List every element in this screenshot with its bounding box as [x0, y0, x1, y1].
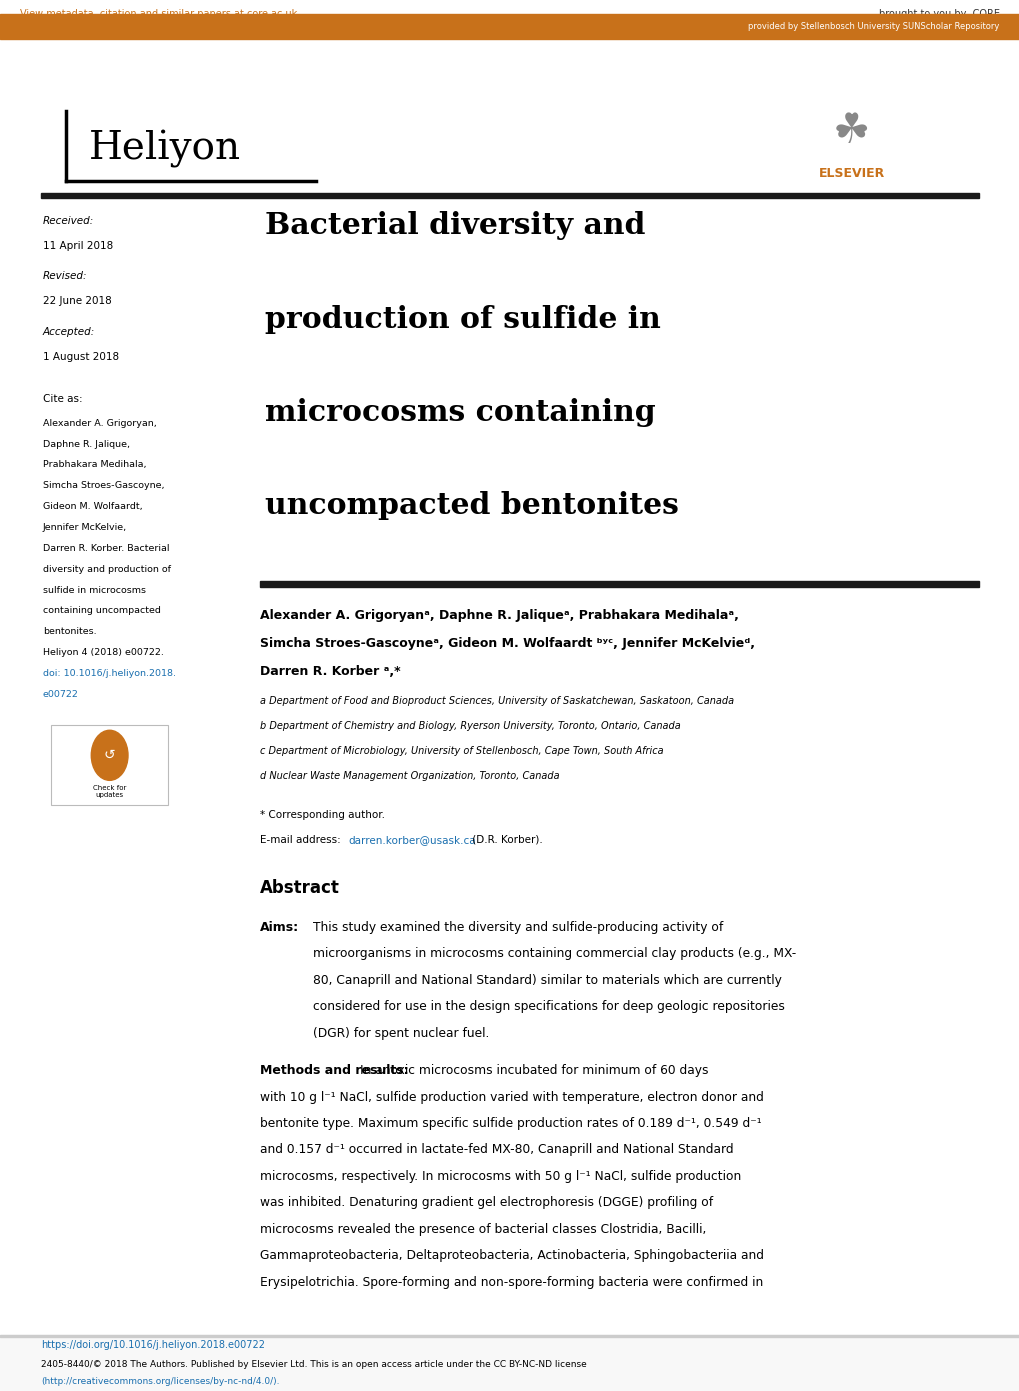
- Text: d Nuclear Waste Management Organization, Toronto, Canada: d Nuclear Waste Management Organization,…: [260, 771, 559, 780]
- Text: (http://creativecommons.org/licenses/by-nc-nd/4.0/).: (http://creativecommons.org/licenses/by-…: [41, 1377, 279, 1385]
- Text: Methods and results:: Methods and results:: [260, 1064, 409, 1077]
- Text: Check for
updates: Check for updates: [93, 785, 126, 798]
- Text: 1 August 2018: 1 August 2018: [43, 352, 119, 362]
- Text: Simcha Stroes-Gascoyne,: Simcha Stroes-Gascoyne,: [43, 481, 164, 490]
- Bar: [0, 14, 1019, 39]
- Text: provided by Stellenbosch University SUNScholar Repository: provided by Stellenbosch University SUNS…: [748, 22, 999, 31]
- Text: darren.korber@usask.ca: darren.korber@usask.ca: [348, 835, 476, 844]
- Text: Heliyon 4 (2018) e00722.: Heliyon 4 (2018) e00722.: [43, 648, 164, 657]
- Text: ☘: ☘: [833, 110, 869, 152]
- Text: b Department of Chemistry and Biology, Ryerson University, Toronto, Ontario, Can: b Department of Chemistry and Biology, R…: [260, 721, 681, 730]
- Text: Revised:: Revised:: [43, 271, 88, 281]
- Text: Gideon M. Wolfaardt,: Gideon M. Wolfaardt,: [43, 502, 143, 510]
- Text: ELSEVIER: ELSEVIER: [818, 167, 883, 181]
- Bar: [0, 1335, 1019, 1337]
- Text: with 10 g l⁻¹ NaCl, sulfide production varied with temperature, electron donor a: with 10 g l⁻¹ NaCl, sulfide production v…: [260, 1091, 763, 1103]
- Text: bentonite type. Maximum specific sulfide production rates of 0.189 d⁻¹, 0.549 d⁻: bentonite type. Maximum specific sulfide…: [260, 1117, 761, 1129]
- Text: 2405-8440/© 2018 The Authors. Published by Elsevier Ltd. This is an open access : 2405-8440/© 2018 The Authors. Published …: [41, 1360, 586, 1369]
- Text: Erysipelotrichia. Spore-forming and non-spore-forming bacteria were confirmed in: Erysipelotrichia. Spore-forming and non-…: [260, 1276, 762, 1288]
- Text: Received:: Received:: [43, 216, 94, 225]
- Bar: [41, 193, 978, 198]
- Text: ↺: ↺: [104, 748, 115, 762]
- Text: 80, Canaprill and National Standard) similar to materials which are currently: 80, Canaprill and National Standard) sim…: [313, 974, 782, 986]
- Text: In anoxic microcosms incubated for minimum of 60 days: In anoxic microcosms incubated for minim…: [360, 1064, 708, 1077]
- Text: diversity and production of: diversity and production of: [43, 565, 170, 573]
- Text: Cite as:: Cite as:: [43, 394, 83, 403]
- Text: containing uncompacted: containing uncompacted: [43, 606, 161, 615]
- Text: (DGR) for spent nuclear fuel.: (DGR) for spent nuclear fuel.: [313, 1027, 489, 1039]
- Text: microcosms revealed the presence of bacterial classes Clostridia, Bacilli,: microcosms revealed the presence of bact…: [260, 1223, 706, 1235]
- Text: (D.R. Korber).: (D.R. Korber).: [469, 835, 542, 844]
- Text: Abstract: Abstract: [260, 879, 339, 897]
- Text: Alexander A. Grigoryan,: Alexander A. Grigoryan,: [43, 419, 157, 427]
- Text: microcosms, respectively. In microcosms with 50 g l⁻¹ NaCl, sulfide production: microcosms, respectively. In microcosms …: [260, 1170, 741, 1182]
- Text: microorganisms in microcosms containing commercial clay products (e.g., MX-: microorganisms in microcosms containing …: [313, 947, 796, 960]
- Text: e00722: e00722: [43, 690, 78, 698]
- Text: View metadata, citation and similar papers at core.ac.uk: View metadata, citation and similar pape…: [20, 8, 298, 19]
- Text: production of sulfide in: production of sulfide in: [265, 305, 660, 334]
- Bar: [0, 1335, 1019, 1391]
- Text: Gammaproteobacteria, Deltaproteobacteria, Actinobacteria, Sphingobacteriia and: Gammaproteobacteria, Deltaproteobacteria…: [260, 1249, 763, 1262]
- Circle shape: [92, 730, 128, 780]
- Text: microcosms containing: microcosms containing: [265, 398, 655, 427]
- Text: Darren R. Korber ᵃ,*: Darren R. Korber ᵃ,*: [260, 665, 400, 677]
- Text: https://doi.org/10.1016/j.heliyon.2018.e00722: https://doi.org/10.1016/j.heliyon.2018.e…: [41, 1340, 265, 1349]
- Text: 22 June 2018: 22 June 2018: [43, 296, 111, 306]
- Text: Bacterial diversity and: Bacterial diversity and: [265, 211, 645, 241]
- Text: 11 April 2018: 11 April 2018: [43, 241, 113, 250]
- Text: sulfide in microcosms: sulfide in microcosms: [43, 586, 146, 594]
- Text: Heliyon: Heliyon: [89, 129, 240, 168]
- Text: and 0.157 d⁻¹ occurred in lactate-fed MX-80, Canaprill and National Standard: and 0.157 d⁻¹ occurred in lactate-fed MX…: [260, 1143, 733, 1156]
- Text: * Corresponding author.: * Corresponding author.: [260, 810, 385, 819]
- Text: E-mail address:: E-mail address:: [260, 835, 343, 844]
- Bar: [260, 581, 978, 587]
- Text: This study examined the diversity and sulfide-producing activity of: This study examined the diversity and su…: [313, 921, 722, 933]
- Text: c Department of Microbiology, University of Stellenbosch, Cape Town, South Afric: c Department of Microbiology, University…: [260, 746, 663, 755]
- Text: considered for use in the design specifications for deep geologic repositories: considered for use in the design specifi…: [313, 1000, 785, 1013]
- Text: Aims:: Aims:: [260, 921, 299, 933]
- Text: uncompacted bentonites: uncompacted bentonites: [265, 491, 679, 520]
- Text: a Department of Food and Bioproduct Sciences, University of Saskatchewan, Saskat: a Department of Food and Bioproduct Scie…: [260, 696, 734, 705]
- Bar: [51, 725, 168, 805]
- Text: Jennifer McKelvie,: Jennifer McKelvie,: [43, 523, 126, 531]
- Text: brought to you by  CORE: brought to you by CORE: [877, 8, 999, 19]
- Text: Alexander A. Grigoryanᵃ, Daphne R. Jaliqueᵃ, Prabhakara Medihalaᵃ,: Alexander A. Grigoryanᵃ, Daphne R. Jaliq…: [260, 609, 738, 622]
- Text: Prabhakara Medihala,: Prabhakara Medihala,: [43, 460, 146, 469]
- Text: bentonites.: bentonites.: [43, 627, 97, 636]
- Text: was inhibited. Denaturing gradient gel electrophoresis (DGGE) profiling of: was inhibited. Denaturing gradient gel e…: [260, 1196, 712, 1209]
- Text: Accepted:: Accepted:: [43, 327, 95, 337]
- Text: Darren R. Korber. Bacterial: Darren R. Korber. Bacterial: [43, 544, 169, 552]
- Text: Simcha Stroes-Gascoyneᵃ, Gideon M. Wolfaardt ᵇʸᶜ, Jennifer McKelvieᵈ,: Simcha Stroes-Gascoyneᵃ, Gideon M. Wolfa…: [260, 637, 754, 650]
- Text: Daphne R. Jalique,: Daphne R. Jalique,: [43, 440, 129, 448]
- Text: doi: 10.1016/j.heliyon.2018.: doi: 10.1016/j.heliyon.2018.: [43, 669, 175, 677]
